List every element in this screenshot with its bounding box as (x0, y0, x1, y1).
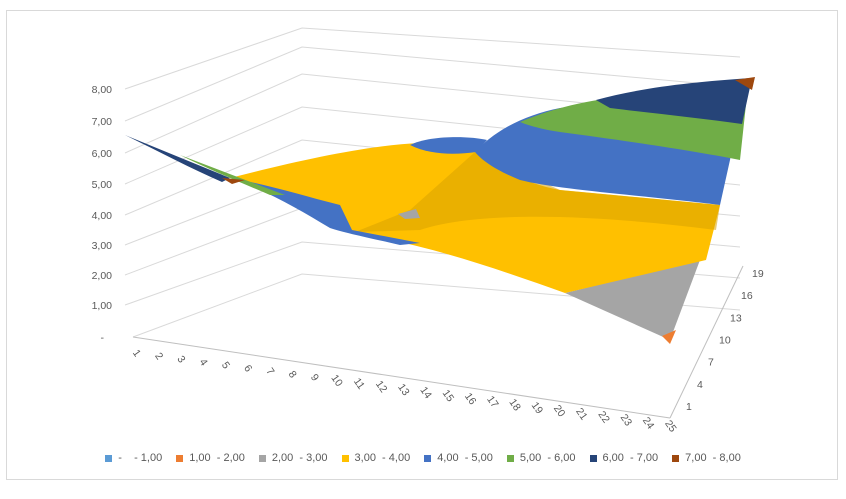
gridline (124, 27, 741, 90)
x-tick: 21 (573, 406, 590, 423)
z-tick: 3,00 (92, 240, 113, 252)
z-tick: 7,00 (92, 116, 113, 128)
surface-band-2-3-center (398, 209, 420, 219)
legend-item: 7,00 - 8,00 (672, 452, 741, 464)
z-axis-ticks: - 1,00 2,00 3,00 4,00 5,00 6,00 7,00 8,0… (92, 84, 113, 344)
legend-item: 2,00 - 3,00 (258, 452, 328, 464)
surface (125, 77, 755, 344)
x-tick: 9 (308, 372, 321, 384)
surface-band-6-7 (596, 78, 752, 124)
surface-band-2-3 (565, 260, 700, 340)
surface-band-7-8 (735, 77, 755, 90)
z-tick: 6,00 (92, 148, 113, 160)
legend-swatch (672, 454, 680, 462)
y-tick: 19 (752, 268, 764, 280)
legend-swatch (341, 454, 349, 462)
legend-item: 6,00 - 7,00 (589, 452, 659, 464)
x-tick: 8 (286, 369, 299, 381)
legend-item: 5,00 - 6,00 (506, 452, 576, 464)
x-axis-ticks: 1 2 3 4 5 6 7 8 9 10 11 12 13 14 15 16 17 18 19 20 21 22 23 24 2… (130, 347, 679, 434)
x-tick: 3 (174, 354, 187, 366)
x-tick: 23 (618, 412, 635, 429)
z-tick: 8,00 (92, 84, 113, 96)
legend-label: 5,00 - 6,00 (519, 452, 576, 464)
legend-swatch (176, 454, 184, 462)
y-tick: 13 (730, 312, 742, 324)
surface-band-5-6-left (180, 155, 285, 195)
x-tick: 13 (395, 382, 412, 399)
legend-swatch (589, 454, 597, 462)
legend-label: - - 1,00 (118, 452, 163, 464)
y-axis-ticks: 147 10 13 16 19 (686, 268, 764, 413)
x-tick: 17 (484, 394, 501, 411)
legend-item: 4,00 - 5,00 (424, 452, 493, 464)
x-tick: 5 (219, 360, 232, 372)
x-tick: 2 (152, 350, 165, 362)
surface-band-1-2 (662, 330, 676, 344)
x-tick: 6 (241, 363, 254, 375)
x-tick: 4 (197, 357, 210, 369)
x-tick: 7 (263, 366, 276, 378)
legend-label: 3,00 - 4,00 (354, 452, 411, 464)
legend-item: 3,00 - 4,00 (341, 452, 411, 464)
legend-label: 6,00 - 7,00 (602, 452, 659, 464)
legend-label: 7,00 - 8,00 (685, 452, 741, 464)
x-tick: 18 (506, 397, 523, 414)
y-tick: 7 (708, 357, 714, 369)
x-tick: 20 (551, 403, 568, 420)
x-tick: 16 (462, 391, 479, 408)
x-tick: 14 (417, 385, 434, 402)
legend: - - 1,00 1,00 - 2,00 2,00 - 3,00 3,00 - 4,0… (0, 448, 846, 468)
x-tick: 15 (440, 388, 457, 405)
surface-band-7-8-left (222, 178, 245, 184)
legend-label: 4,00 - 5,00 (437, 452, 493, 464)
y-tick: 10 (719, 335, 731, 347)
x-tick: 1 (130, 347, 143, 359)
surface-band-4-5-top (410, 137, 487, 154)
y-tick: 4 (697, 379, 703, 391)
y-tick: 1 (686, 401, 692, 413)
z-tick: 1,00 (92, 300, 113, 312)
z-tick: 5,00 (92, 179, 113, 191)
x-axis-line (132, 336, 671, 419)
gridline (124, 46, 741, 122)
y-axis-line (669, 265, 744, 419)
x-tick: 12 (373, 379, 390, 396)
x-tick: 19 (529, 400, 546, 417)
x-tick: 25 (662, 418, 679, 435)
z-tick: - (101, 332, 105, 344)
legend-item: 1,00 - 2,00 (176, 452, 245, 464)
legend-swatch (424, 454, 432, 462)
legend-swatch (105, 454, 113, 462)
legend-swatch (506, 454, 514, 462)
z-tick: 2,00 (92, 270, 113, 282)
axes (132, 265, 744, 419)
y-tick: 16 (741, 290, 753, 302)
x-tick: 24 (640, 415, 657, 432)
legend-label: 2,00 - 3,00 (271, 452, 328, 464)
z-tick: 4,00 (92, 210, 113, 222)
legend-label: 1,00 - 2,00 (189, 452, 245, 464)
legend-item: - - 1,00 (105, 452, 162, 464)
x-tick: 22 (595, 409, 612, 426)
x-tick: 11 (351, 376, 367, 392)
x-tick: 10 (328, 372, 345, 389)
surface-band-6-7-left (125, 135, 230, 182)
surface-shadow (355, 152, 720, 232)
legend-swatch (258, 454, 266, 462)
